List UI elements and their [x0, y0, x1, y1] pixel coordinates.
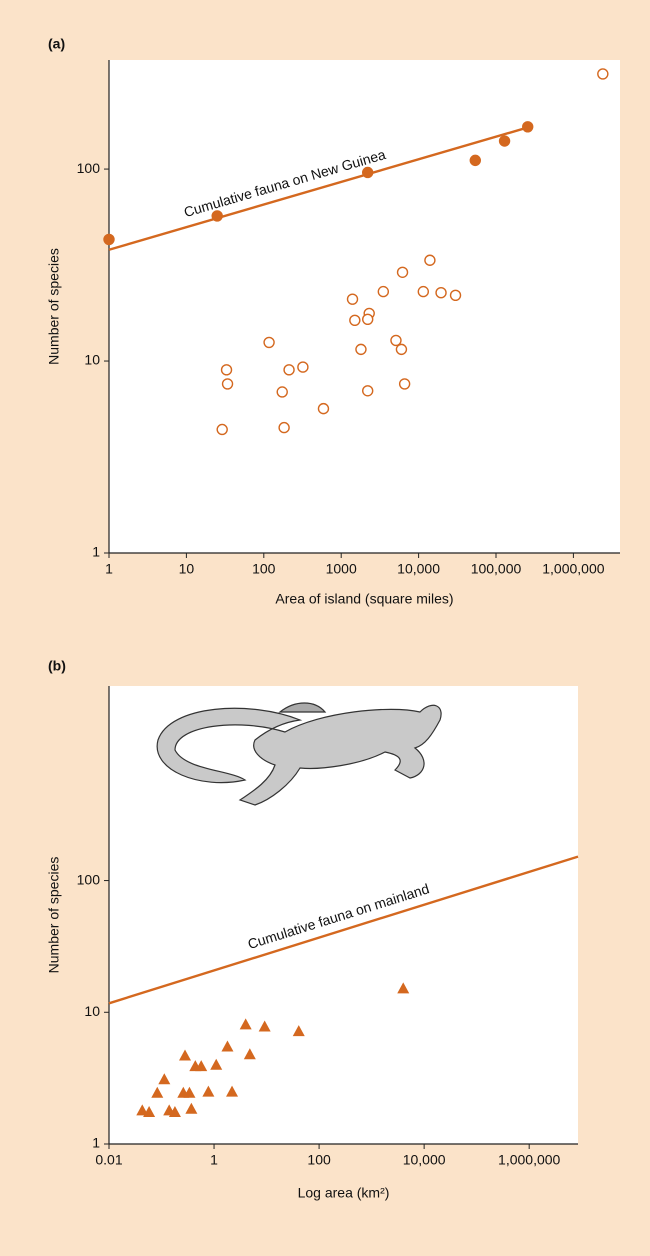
y-tick-label: 100 [77, 871, 101, 887]
data-point [239, 1018, 252, 1030]
data-point [417, 285, 429, 298]
data-point [263, 336, 275, 349]
panel-label: (b) [48, 658, 66, 674]
data-point [498, 135, 511, 147]
data-point [179, 1049, 192, 1061]
data-point [136, 1104, 149, 1116]
y-tick-label: 1 [92, 544, 100, 560]
x-axis-label: Area of island (square miles) [275, 591, 453, 607]
data-point [221, 1040, 234, 1052]
x-tick-label: 1000 [326, 561, 357, 577]
data-point [103, 233, 115, 246]
data-point [390, 334, 402, 347]
x-tick-label: 10 [179, 561, 195, 577]
data-point [183, 1086, 196, 1098]
data-point [220, 364, 233, 376]
data-point [185, 1102, 198, 1114]
data-point [195, 1060, 208, 1072]
data-point [221, 378, 234, 390]
data-point [283, 364, 295, 376]
x-tick-label: 1,000,000 [498, 1152, 560, 1168]
x-tick-label: 1,000,000 [542, 561, 604, 577]
data-point [278, 421, 290, 434]
data-point [276, 386, 288, 398]
data-point [143, 1105, 156, 1117]
data-point [362, 313, 374, 325]
x-tick-label: 1 [105, 561, 113, 577]
x-tick-label: 1 [210, 1152, 218, 1168]
data-point [226, 1085, 239, 1097]
y-axis-label: Number of species [46, 248, 62, 365]
x-tick-label: 10,000 [397, 561, 440, 577]
x-tick-label: 100 [307, 1152, 331, 1168]
data-point [168, 1105, 181, 1117]
data-point [297, 361, 309, 373]
x-tick-label: 100 [252, 561, 276, 577]
data-point [243, 1048, 256, 1060]
data-point [362, 166, 374, 179]
data-point [424, 254, 436, 266]
y-tick-label: 1 [92, 1135, 100, 1151]
data-point [317, 402, 330, 415]
trend-line [108, 855, 579, 1005]
data-point [211, 210, 223, 222]
data-point [522, 121, 534, 133]
data-point [258, 1020, 271, 1032]
data-point [597, 68, 609, 80]
trend-line [108, 126, 529, 251]
y-tick-label: 10 [84, 352, 100, 368]
data-point [210, 1058, 223, 1070]
data-point [435, 286, 447, 299]
data-point [377, 285, 390, 298]
data-point [395, 343, 408, 356]
data-point [355, 343, 367, 356]
plot-area [109, 60, 620, 553]
data-point [292, 1025, 305, 1037]
data-point [349, 314, 361, 327]
data-point [449, 289, 462, 302]
y-tick-label: 100 [77, 160, 101, 176]
data-point [216, 423, 228, 436]
x-axis-label: Log area (km²) [298, 1185, 390, 1201]
y-tick-label: 10 [84, 1003, 100, 1019]
data-point [396, 266, 409, 278]
data-point [398, 378, 411, 390]
x-tick-label: 10,000 [403, 1152, 446, 1168]
y-axis-label: Number of species [46, 857, 62, 974]
data-point [397, 982, 410, 994]
data-point [469, 154, 481, 167]
panel-label: (a) [48, 36, 65, 52]
x-tick-label: 0.01 [95, 1152, 122, 1168]
data-point [151, 1086, 164, 1098]
data-point [346, 293, 359, 305]
lizard-illustration [156, 702, 442, 806]
data-point [158, 1073, 171, 1085]
data-point [362, 385, 374, 397]
x-tick-label: 100,000 [471, 561, 522, 577]
data-point [202, 1085, 215, 1097]
